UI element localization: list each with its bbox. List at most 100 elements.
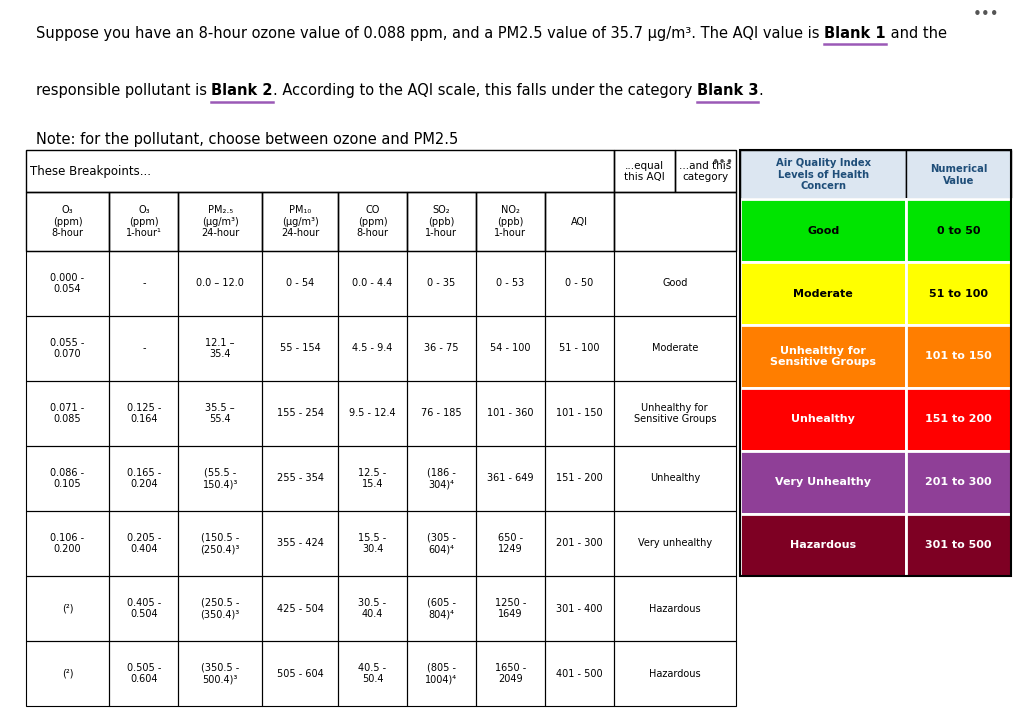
Bar — [338, 251, 407, 316]
Bar — [740, 199, 907, 262]
Bar — [178, 251, 262, 316]
Text: Hazardous: Hazardous — [649, 669, 700, 679]
Bar — [675, 150, 736, 192]
Text: 0.055 -
0.070: 0.055 - 0.070 — [50, 338, 85, 359]
Text: (²): (²) — [61, 604, 74, 614]
Text: 650 -
1249: 650 - 1249 — [498, 533, 523, 554]
Text: •••: ••• — [711, 156, 733, 169]
Text: 505 - 604: 505 - 604 — [277, 669, 323, 679]
Text: Air Quality Index
Levels of Health
Concern: Air Quality Index Levels of Health Conce… — [776, 158, 871, 191]
Bar — [545, 192, 613, 251]
Bar — [338, 316, 407, 381]
Text: 201 - 300: 201 - 300 — [556, 538, 603, 548]
Text: 101 to 150: 101 to 150 — [925, 352, 992, 362]
Bar — [407, 446, 476, 511]
Text: SO₂
(ppb)
1-hour: SO₂ (ppb) 1-hour — [425, 205, 458, 238]
Text: 4.5 - 9.4: 4.5 - 9.4 — [353, 344, 392, 354]
Text: 12.1 –
35.4: 12.1 – 35.4 — [205, 338, 235, 359]
Bar — [262, 641, 338, 706]
Text: 0.125 -
0.164: 0.125 - 0.164 — [127, 402, 161, 425]
Bar — [262, 446, 338, 511]
Bar — [338, 446, 407, 511]
Bar — [338, 641, 407, 706]
Text: Hazardous: Hazardous — [790, 540, 856, 550]
Text: AQI: AQI — [570, 216, 588, 226]
Text: 0 - 53: 0 - 53 — [497, 279, 524, 289]
Bar — [178, 641, 262, 706]
Bar — [545, 251, 613, 316]
Text: Blank 3: Blank 3 — [697, 83, 758, 98]
Text: CO
(ppm)
8-hour: CO (ppm) 8-hour — [357, 205, 388, 238]
Bar — [338, 511, 407, 576]
Bar — [907, 150, 1011, 199]
Bar — [476, 511, 545, 576]
Text: NO₂
(ppb)
1-hour: NO₂ (ppb) 1-hour — [495, 205, 526, 238]
Text: 151 to 200: 151 to 200 — [925, 415, 992, 425]
Text: 0 to 50: 0 to 50 — [937, 226, 980, 236]
Text: -: - — [142, 344, 145, 354]
Bar — [613, 150, 675, 192]
Text: 151 - 200: 151 - 200 — [556, 473, 603, 483]
Text: 0.0 - 4.4: 0.0 - 4.4 — [353, 279, 392, 289]
Text: 1650 -
2049: 1650 - 2049 — [495, 663, 526, 684]
Text: 201 to 300: 201 to 300 — [925, 477, 992, 487]
Text: Hazardous: Hazardous — [649, 604, 700, 614]
Text: Very Unhealthy: Very Unhealthy — [776, 477, 871, 487]
Text: 0.205 -
0.404: 0.205 - 0.404 — [127, 533, 161, 554]
Bar — [26, 150, 613, 192]
Text: 0 - 50: 0 - 50 — [565, 279, 594, 289]
Bar — [476, 316, 545, 381]
Text: 361 - 649: 361 - 649 — [487, 473, 533, 483]
Text: 0.505 -
0.604: 0.505 - 0.604 — [127, 663, 161, 684]
Bar — [26, 446, 109, 511]
Bar — [178, 316, 262, 381]
Text: 0.405 -
0.504: 0.405 - 0.504 — [127, 598, 160, 619]
Bar — [476, 251, 545, 316]
Bar — [178, 381, 262, 446]
Bar — [338, 192, 407, 251]
Bar — [476, 192, 545, 251]
Bar — [262, 316, 338, 381]
Bar — [109, 446, 178, 511]
Text: (150.5 -
(250.4)³: (150.5 - (250.4)³ — [200, 533, 240, 554]
Text: responsible pollutant is: responsible pollutant is — [36, 83, 212, 98]
Bar — [407, 192, 476, 251]
Bar — [907, 513, 1011, 576]
Text: and the: and the — [885, 26, 946, 41]
Bar — [407, 641, 476, 706]
Bar — [740, 150, 907, 199]
Text: 401 - 500: 401 - 500 — [556, 669, 603, 679]
Text: (55.5 -
150.4)³: (55.5 - 150.4)³ — [202, 468, 238, 489]
Bar — [109, 316, 178, 381]
Bar — [262, 192, 338, 251]
Text: Moderate: Moderate — [652, 344, 698, 354]
Bar — [262, 576, 338, 641]
Bar — [545, 641, 613, 706]
Bar — [907, 325, 1011, 388]
Text: PM₂.₅
(μg/m³)
24-hour: PM₂.₅ (μg/m³) 24-hour — [201, 205, 239, 238]
Bar — [613, 511, 736, 576]
Bar — [545, 316, 613, 381]
Bar — [907, 450, 1011, 513]
Bar — [545, 511, 613, 576]
Bar — [178, 192, 262, 251]
Text: Unhealthy: Unhealthy — [791, 415, 855, 425]
Bar — [109, 192, 178, 251]
Bar — [907, 262, 1011, 325]
Text: 101 - 360: 101 - 360 — [487, 408, 533, 418]
Bar — [613, 576, 736, 641]
Bar — [178, 511, 262, 576]
Text: (605 -
804)⁴: (605 - 804)⁴ — [427, 598, 456, 619]
Text: 12.5 -
15.4: 12.5 - 15.4 — [359, 468, 386, 489]
Text: (350.5 -
500.4)³: (350.5 - 500.4)³ — [201, 663, 239, 684]
Text: Note: for the pollutant, choose between ozone and PM2.5: Note: for the pollutant, choose between … — [36, 132, 458, 147]
Bar — [476, 576, 545, 641]
Bar — [26, 381, 109, 446]
Bar — [740, 388, 907, 450]
Text: 155 - 254: 155 - 254 — [277, 408, 324, 418]
Bar — [613, 381, 736, 446]
Text: .: . — [758, 83, 763, 98]
Bar — [26, 511, 109, 576]
Bar — [178, 446, 262, 511]
Text: Suppose you have an 8-hour ozone value of 0.088 ppm, and a PM2.5 value of 35.7 μ: Suppose you have an 8-hour ozone value o… — [36, 26, 824, 41]
